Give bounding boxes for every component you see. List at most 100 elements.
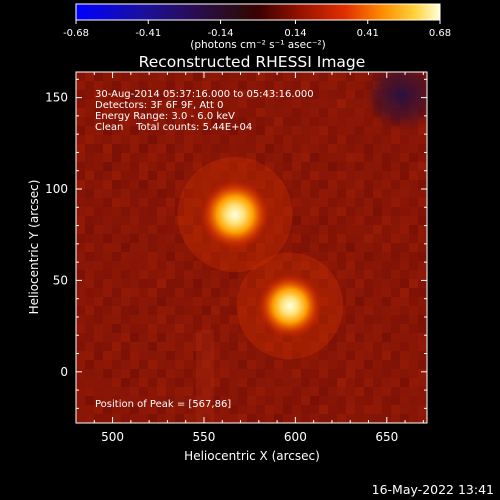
texture-cell xyxy=(76,396,85,405)
texture-cell xyxy=(94,261,103,270)
texture-cell xyxy=(301,387,310,396)
texture-cell xyxy=(337,189,346,198)
texture-cell xyxy=(193,99,202,108)
texture-cell xyxy=(418,225,427,234)
texture-cell xyxy=(256,261,265,270)
texture-cell xyxy=(112,72,121,81)
texture-cell xyxy=(175,90,184,99)
texture-cell xyxy=(337,369,346,378)
texture-cell xyxy=(139,207,148,216)
texture-cell xyxy=(220,135,229,144)
texture-cell xyxy=(130,270,139,279)
texture-cell xyxy=(94,72,103,81)
texture-cell xyxy=(139,288,148,297)
texture-cell xyxy=(103,144,112,153)
texture-cell xyxy=(130,108,139,117)
texture-cell xyxy=(148,279,157,288)
texture-cell xyxy=(211,333,220,342)
texture-cell xyxy=(166,324,175,333)
texture-cell xyxy=(166,207,175,216)
texture-cell xyxy=(274,144,283,153)
texture-cell xyxy=(328,72,337,81)
texture-cell xyxy=(247,117,256,126)
texture-cell xyxy=(112,342,121,351)
texture-cell xyxy=(418,126,427,135)
texture-cell xyxy=(319,396,328,405)
texture-cell xyxy=(148,306,157,315)
texture-cell xyxy=(283,414,292,423)
texture-cell xyxy=(85,288,94,297)
texture-cell xyxy=(319,351,328,360)
texture-cell xyxy=(328,252,337,261)
texture-cell xyxy=(139,297,148,306)
texture-cell xyxy=(148,171,157,180)
texture-cell xyxy=(202,270,211,279)
texture-cell xyxy=(229,324,238,333)
texture-cell xyxy=(130,396,139,405)
texture-cell xyxy=(256,414,265,423)
texture-cell xyxy=(337,207,346,216)
texture-cell xyxy=(157,378,166,387)
texture-cell xyxy=(85,234,94,243)
texture-cell xyxy=(247,405,256,414)
texture-cell xyxy=(211,252,220,261)
texture-cell xyxy=(274,387,283,396)
texture-cell xyxy=(247,72,256,81)
texture-cell xyxy=(112,270,121,279)
texture-cell xyxy=(211,315,220,324)
texture-cell xyxy=(310,270,319,279)
texture-cell xyxy=(400,171,409,180)
texture-cell xyxy=(391,387,400,396)
texture-cell xyxy=(184,342,193,351)
texture-cell xyxy=(265,153,274,162)
texture-cell xyxy=(112,144,121,153)
texture-cell xyxy=(184,225,193,234)
texture-cell xyxy=(364,207,373,216)
texture-cell xyxy=(409,387,418,396)
texture-cell xyxy=(130,189,139,198)
texture-cell xyxy=(229,279,238,288)
texture-cell xyxy=(112,378,121,387)
texture-cell xyxy=(274,405,283,414)
texture-cell xyxy=(148,378,157,387)
texture-cell xyxy=(409,252,418,261)
texture-cell xyxy=(418,324,427,333)
texture-cell xyxy=(292,261,301,270)
texture-cell xyxy=(211,414,220,423)
texture-cell xyxy=(121,108,130,117)
texture-cell xyxy=(400,396,409,405)
texture-cell xyxy=(76,243,85,252)
texture-cell xyxy=(166,243,175,252)
texture-cell xyxy=(355,342,364,351)
texture-cell xyxy=(175,387,184,396)
texture-cell xyxy=(247,387,256,396)
texture-cell xyxy=(256,396,265,405)
texture-cell xyxy=(355,99,364,108)
texture-cell xyxy=(364,216,373,225)
texture-cell xyxy=(265,144,274,153)
texture-cell xyxy=(148,99,157,108)
texture-cell xyxy=(301,261,310,270)
texture-cell xyxy=(337,234,346,243)
texture-cell xyxy=(139,180,148,189)
texture-cell xyxy=(184,144,193,153)
texture-cell xyxy=(391,396,400,405)
texture-cell xyxy=(391,360,400,369)
texture-cell xyxy=(310,387,319,396)
texture-cell xyxy=(148,396,157,405)
texture-cell xyxy=(166,225,175,234)
texture-cell xyxy=(373,171,382,180)
texture-cell xyxy=(220,306,229,315)
texture-cell xyxy=(121,297,130,306)
texture-cell xyxy=(166,360,175,369)
texture-cell xyxy=(166,216,175,225)
texture-cell xyxy=(337,243,346,252)
texture-cell xyxy=(94,369,103,378)
texture-cell xyxy=(166,81,175,90)
texture-cell xyxy=(139,90,148,99)
texture-cell xyxy=(85,324,94,333)
texture-cell xyxy=(175,279,184,288)
texture-cell xyxy=(220,315,229,324)
texture-cell xyxy=(193,306,202,315)
